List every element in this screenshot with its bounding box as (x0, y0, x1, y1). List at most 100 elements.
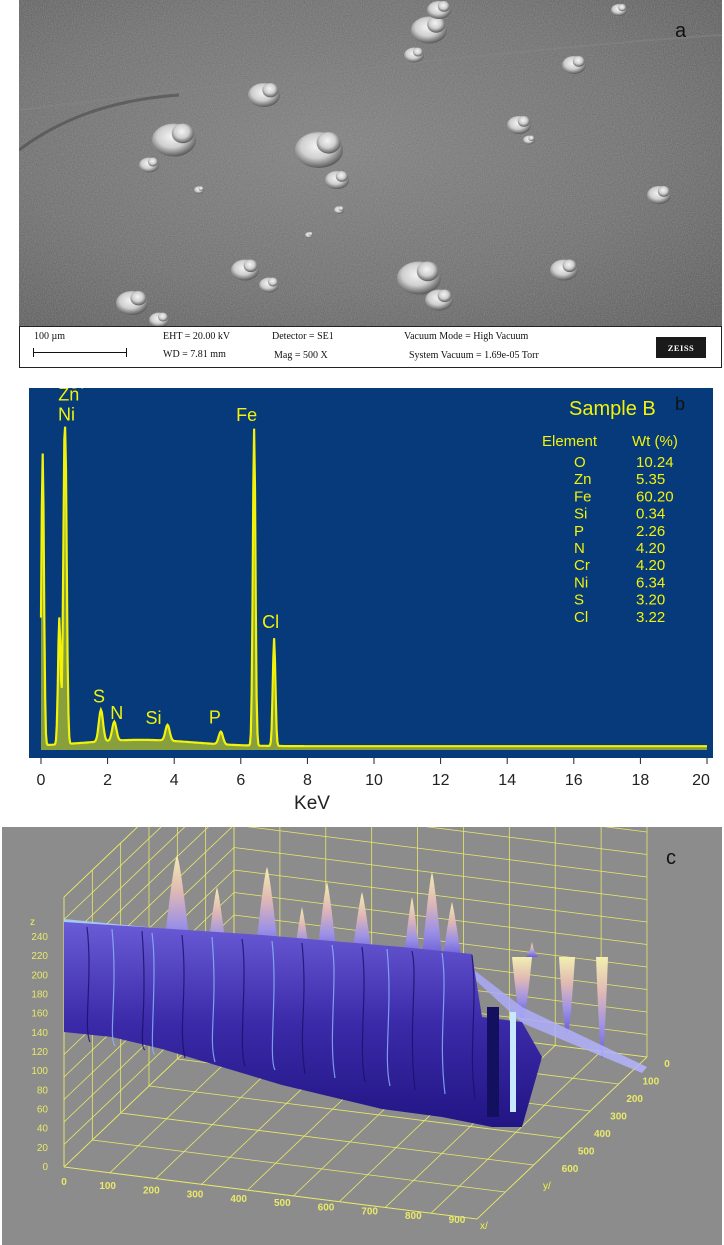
surface-ridge (361, 946, 366, 1083)
x-tick-label: 6 (236, 772, 245, 789)
x-tick-label: 0 (61, 1177, 67, 1188)
peak-label-s: S (93, 686, 105, 706)
surface-ridge (441, 952, 446, 1095)
surface-panel: 0 20 40 60 80 100 120 140 160 180 200 220 240 0 100 200… (2, 827, 722, 1245)
x-tick-label: 800 (405, 1211, 422, 1222)
particle (437, 1, 450, 12)
x-tick-label: 400 (230, 1194, 247, 1205)
panel-label-c: c (666, 847, 676, 869)
particle (148, 157, 158, 167)
surface-peak (512, 957, 532, 1019)
x-tick-label: 700 (361, 1207, 378, 1218)
x-tick-label: 20 (692, 772, 710, 789)
surface-ridge (151, 932, 156, 1055)
z-tick-label: 220 (31, 951, 48, 962)
table-cell-element: P (574, 523, 584, 540)
z-tick-label: 200 (31, 970, 48, 981)
particle (427, 16, 446, 33)
particle (243, 259, 258, 273)
x-tick-label: 12 (432, 772, 450, 789)
particle (198, 186, 204, 191)
x-tick-label: 10 (365, 772, 383, 789)
zeiss-logo: ZEISS (656, 337, 706, 358)
table-cell-wt: 0.34 (636, 506, 665, 523)
eds-x-axis-label: KeV (294, 793, 330, 814)
peak-label-zn: Zn (58, 388, 79, 404)
x-axis-label: x/ (480, 1221, 488, 1232)
grid-line (233, 847, 648, 900)
table-cell-wt: 3.22 (636, 609, 665, 626)
surface-ridge (211, 936, 216, 1063)
table-header-element: Element (542, 433, 598, 450)
z-tick-label: 60 (37, 1105, 49, 1116)
peak-label-cr: Cr (67, 388, 86, 392)
table-cell-wt: 6.34 (636, 574, 665, 591)
particle (416, 261, 439, 282)
scale-bar-label: 100 µm (34, 331, 66, 342)
z-tick-label: 80 (37, 1085, 49, 1096)
peak-label-p: P (209, 707, 221, 727)
surface-peak (255, 867, 279, 957)
eds-plot-area (29, 388, 713, 758)
surface-3d-plot: 0 20 40 60 80 100 120 140 160 180 200 220 240 0 100 200… (30, 827, 670, 1232)
sem-micrograph (19, 0, 722, 326)
sample-title: Sample B (569, 398, 656, 420)
grid-line (425, 827, 648, 855)
table-cell-wt: 4.20 (636, 557, 665, 574)
x-tick-label: 14 (498, 772, 516, 789)
particle (562, 259, 577, 273)
grid-line (63, 827, 139, 898)
table-cell-element: Cl (574, 609, 588, 626)
surface-peak (526, 942, 538, 957)
x-tick-label: 600 (318, 1202, 335, 1213)
surface-ridge (471, 954, 476, 1099)
surface-ridge (386, 948, 391, 1087)
z-tick-label: 0 (42, 1162, 48, 1173)
z-tick-label: 180 (31, 990, 48, 1001)
system-vacuum-readout: System Vacuum = 1.69e-05 Torr (409, 350, 539, 361)
y-tick-label: 600 (562, 1164, 579, 1175)
x-tick-label: 2 (103, 772, 112, 789)
surface-ridge (331, 944, 336, 1079)
particle (413, 47, 423, 57)
x-tick-label: 18 (632, 772, 650, 789)
table-cell-element: Ni (574, 574, 588, 591)
table-cell-element: Si (574, 506, 587, 523)
particle (268, 277, 278, 287)
y-tick-label: 300 (610, 1112, 627, 1123)
table-cell-element: O (574, 454, 586, 471)
table-cell-element: Cr (574, 557, 590, 574)
grid-line (92, 1139, 506, 1193)
grid-line (604, 827, 648, 833)
particle (338, 206, 344, 211)
particle (262, 83, 279, 98)
table-header-wt: Wt (%) (632, 433, 678, 450)
surface-ridge (411, 950, 416, 1091)
surface-ridge (241, 938, 246, 1067)
surface-peak (422, 872, 442, 957)
particle (335, 171, 348, 182)
particle (618, 4, 627, 12)
table-cell-wt: 60.20 (636, 488, 674, 505)
table-cell-wt: 5.35 (636, 471, 665, 488)
grid-line (233, 869, 648, 923)
grid-line (476, 1056, 648, 1220)
surface-ridge (111, 928, 116, 1047)
surface-peak (559, 957, 575, 1034)
scale-bar (33, 348, 127, 357)
x-tick-label: 0 (37, 772, 46, 789)
x-tick-label: 900 (449, 1215, 466, 1226)
surface-ridges (86, 926, 516, 1117)
z-tick-label: 160 (31, 1009, 48, 1020)
peak-label-n: N (110, 703, 123, 723)
surface-ridge (141, 930, 146, 1051)
wd-readout: WD = 7.81 mm (163, 349, 226, 360)
z-tick-label: 240 (31, 932, 48, 943)
x-tick-label: 8 (303, 772, 312, 789)
sem-data-bar: 100 µm EHT = 20.00 kV WD = 7.81 mm Detec… (19, 326, 722, 368)
surface-peak (317, 882, 337, 957)
z-tick-label: 20 (37, 1143, 49, 1154)
x-tick-label: 16 (565, 772, 583, 789)
vacuum-mode-readout: Vacuum Mode = High Vacuum (404, 331, 529, 342)
